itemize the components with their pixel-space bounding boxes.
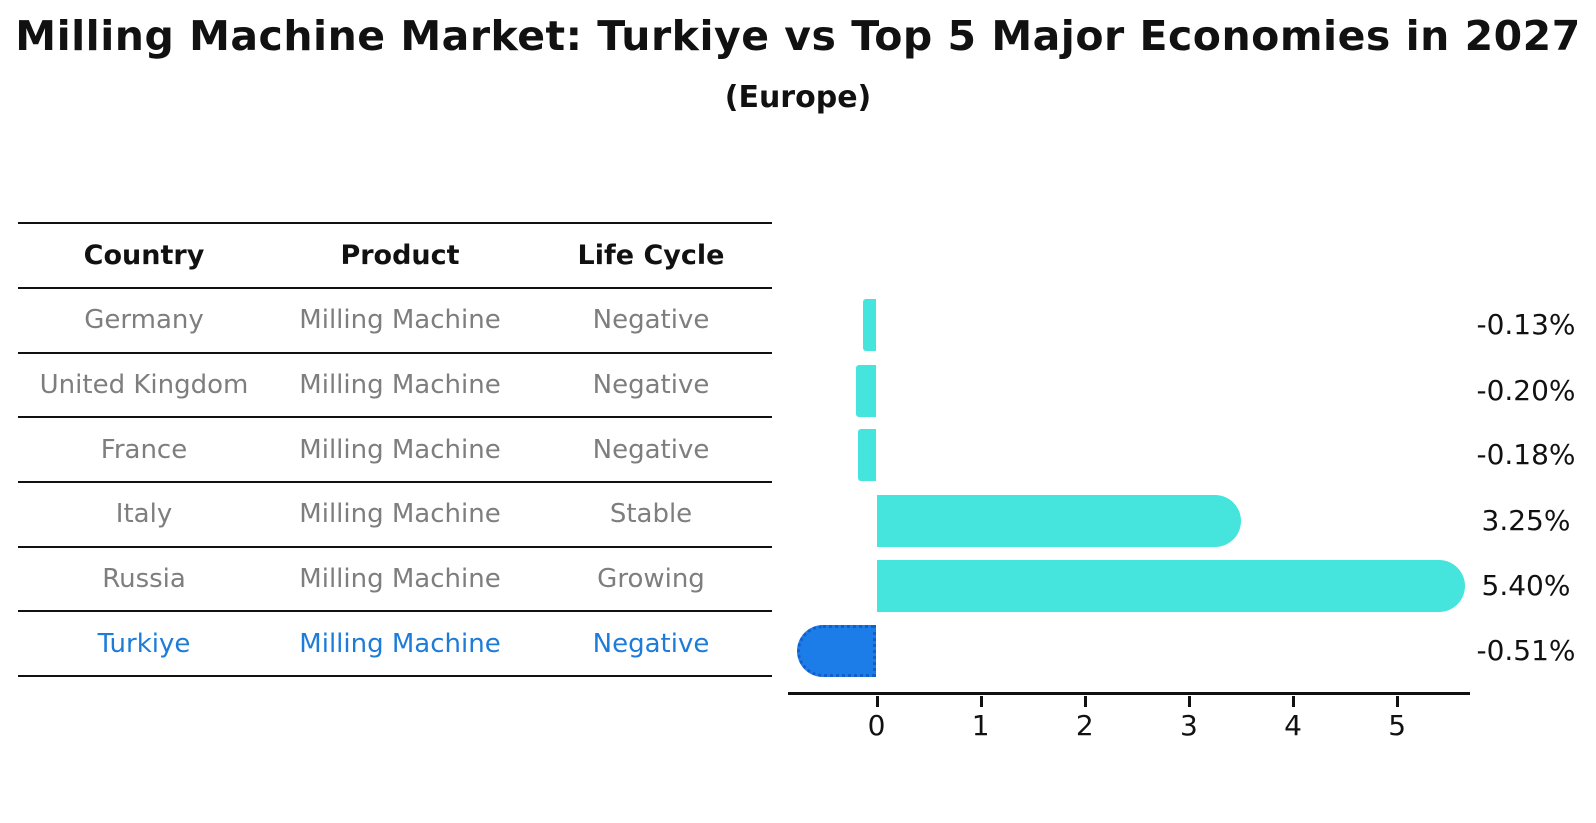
country-cell: France [100, 434, 188, 465]
bar-united-kingdom [855, 365, 877, 417]
product-cell: Milling Machine [299, 564, 501, 595]
tick-label: 3 [1179, 709, 1198, 742]
bar-value-label: -0.13% [1476, 308, 1576, 341]
chart-subtitle: (Europe) [724, 80, 872, 115]
table-row-united-kingdom: United Kingdom Milling Machine Negative [18, 354, 772, 419]
chart-title: Milling Machine Market: Turkiye vs Top 5… [15, 12, 1581, 60]
bar-value-label: -0.51% [1476, 634, 1576, 667]
tick-mark [979, 696, 983, 707]
bar-value-label: -0.18% [1476, 438, 1576, 471]
tick-mark [1187, 696, 1191, 707]
tick-label: 2 [1075, 709, 1094, 742]
table-row-russia: Russia Milling Machine Growing [18, 548, 772, 613]
country-cell: Germany [84, 305, 204, 336]
country-cell: Russia [102, 564, 186, 595]
life-cycle-cell: Negative [592, 628, 710, 659]
table-row-germany: Germany Milling Machine Negative [18, 289, 772, 354]
column-header-country: Country [83, 240, 205, 271]
product-cell: Milling Machine [299, 370, 501, 401]
bar-value-label: 5.40% [1481, 569, 1571, 602]
column-header-life-cycle: Life Cycle [577, 240, 725, 271]
bar-value-label: -0.20% [1476, 374, 1576, 407]
column-header-product: Product [340, 240, 460, 271]
life-cycle-cell: Stable [609, 499, 693, 530]
product-cell: Milling Machine [299, 434, 501, 465]
table-row-france: France Milling Machine Negative [18, 418, 772, 484]
tick-mark [875, 696, 879, 707]
x-axis-line [788, 692, 1470, 695]
country-table: Country Product Life Cycle Germany Milli… [18, 222, 772, 678]
tick-mark [1291, 696, 1295, 707]
life-cycle-cell: Negative [592, 434, 710, 465]
life-cycle-cell: Negative [592, 370, 710, 401]
product-cell: Milling Machine [299, 499, 501, 530]
table-row-turkiye: Turkiye Milling Machine Negative [18, 612, 772, 678]
table-row-italy: Italy Milling Machine Stable [18, 483, 772, 548]
tick-label: 4 [1284, 709, 1302, 742]
table-header-row: Country Product Life Cycle [18, 224, 772, 289]
life-cycle-cell: Negative [592, 305, 710, 336]
bar-germany [862, 299, 877, 351]
bar-value-label: 3.25% [1481, 504, 1571, 537]
tick-mark [1083, 696, 1087, 707]
country-cell: Italy [115, 499, 173, 530]
tick-label: 5 [1388, 709, 1407, 742]
product-cell: Milling Machine [299, 628, 501, 659]
product-cell: Milling Machine [299, 305, 501, 336]
tick-label: 0 [867, 709, 886, 742]
bar-italy [876, 495, 1241, 547]
bar-russia [876, 560, 1465, 612]
tick-mark [1396, 696, 1400, 707]
life-cycle-cell: Growing [597, 564, 705, 595]
tick-label: 1 [971, 709, 990, 742]
country-cell: United Kingdom [39, 370, 249, 401]
bar-france [857, 429, 877, 481]
country-cell: Turkiye [97, 628, 191, 659]
bar-turkiye-highlight [797, 625, 877, 677]
